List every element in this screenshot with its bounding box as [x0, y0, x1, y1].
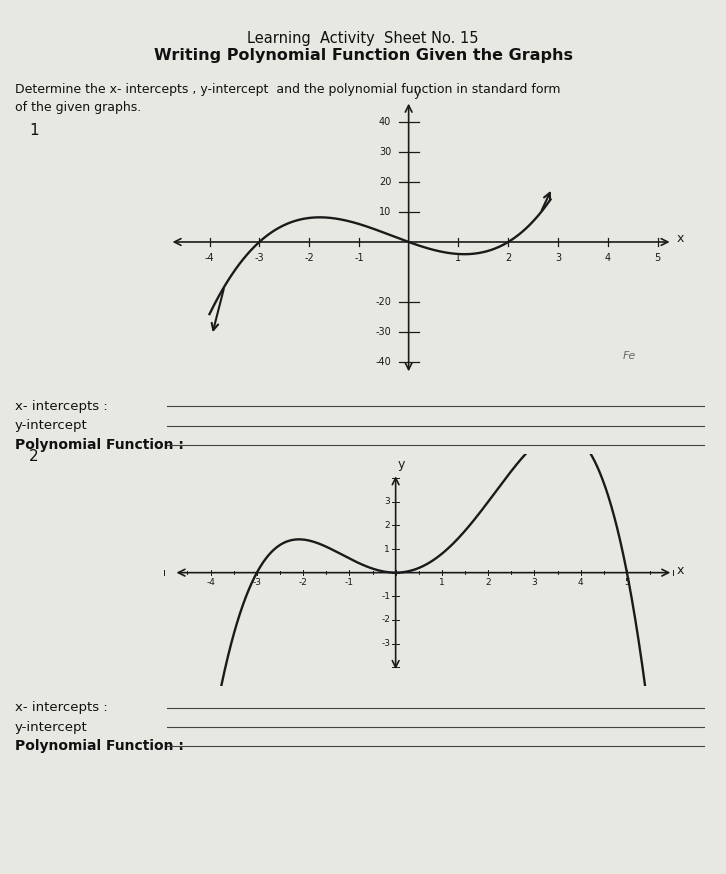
Text: 4: 4: [605, 253, 611, 262]
Text: -4: -4: [206, 578, 215, 586]
Text: 2: 2: [505, 253, 511, 262]
Text: 1: 1: [384, 545, 390, 553]
Text: -4: -4: [205, 253, 214, 262]
Text: y: y: [414, 87, 421, 100]
Text: -2: -2: [304, 253, 314, 262]
Text: -1: -1: [354, 253, 364, 262]
Text: 5: 5: [654, 253, 661, 262]
Text: 4: 4: [578, 578, 584, 586]
Text: 30: 30: [379, 147, 391, 156]
Text: -1: -1: [345, 578, 354, 586]
Text: 2: 2: [385, 521, 390, 530]
Text: Fe: Fe: [623, 351, 636, 361]
Text: 1: 1: [29, 123, 38, 138]
Text: 40: 40: [379, 117, 391, 127]
Text: 1: 1: [455, 253, 462, 262]
Text: y-intercept: y-intercept: [15, 420, 87, 432]
Text: Learning  Activity  Sheet No. 15: Learning Activity Sheet No. 15: [248, 31, 478, 45]
Text: Polynomial Function :: Polynomial Function :: [15, 438, 184, 452]
Text: Determine the x- intercepts , y-intercept  and the polynomial function in standa: Determine the x- intercepts , y-intercep…: [15, 83, 560, 114]
Text: y-intercept: y-intercept: [15, 721, 87, 733]
Text: 2: 2: [486, 578, 491, 586]
Text: x: x: [677, 232, 684, 245]
Text: Polynomial Function :: Polynomial Function :: [15, 739, 184, 753]
Text: 2: 2: [29, 448, 38, 463]
Text: x- intercepts :: x- intercepts :: [15, 400, 107, 413]
Text: -40: -40: [375, 357, 391, 367]
Text: -3: -3: [253, 578, 261, 586]
Text: 3: 3: [555, 253, 561, 262]
Text: -2: -2: [298, 578, 308, 586]
Text: -1: -1: [381, 592, 390, 600]
Text: 10: 10: [379, 207, 391, 217]
Text: -20: -20: [375, 297, 391, 307]
Text: 5: 5: [624, 578, 629, 586]
Text: Writing Polynomial Function Given the Graphs: Writing Polynomial Function Given the Gr…: [153, 48, 573, 63]
Text: 20: 20: [379, 177, 391, 187]
Text: y: y: [398, 458, 405, 471]
Text: x: x: [677, 565, 685, 577]
Text: 1: 1: [439, 578, 445, 586]
Text: -30: -30: [375, 327, 391, 337]
Text: 3: 3: [384, 497, 390, 506]
Text: x- intercepts :: x- intercepts :: [15, 702, 107, 714]
Text: -3: -3: [381, 639, 390, 648]
Text: -2: -2: [381, 615, 390, 624]
Text: 3: 3: [531, 578, 537, 586]
Text: -3: -3: [255, 253, 264, 262]
